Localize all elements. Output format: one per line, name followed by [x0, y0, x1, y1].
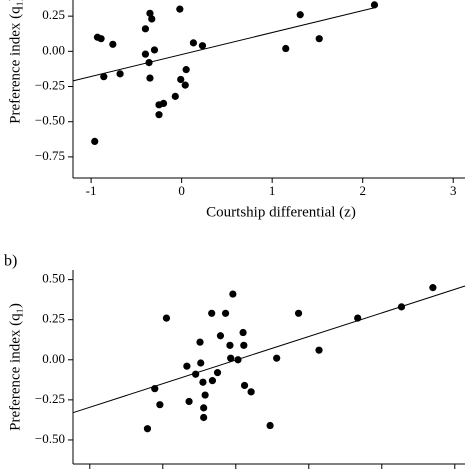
x-tick-label: -1 — [86, 183, 97, 198]
point — [151, 385, 159, 393]
point — [208, 309, 216, 317]
point — [145, 58, 153, 67]
point — [370, 1, 379, 9]
point — [282, 44, 290, 53]
y-axis-title: Preference index (q₁) — [7, 303, 23, 431]
point — [155, 111, 163, 119]
point — [197, 359, 205, 367]
x-tick-label: 0 — [178, 183, 185, 198]
point — [159, 99, 168, 108]
x-tick-label: 1 — [269, 183, 276, 198]
point — [146, 9, 154, 17]
x-axis-title: Courtship differential (z) — [206, 204, 356, 220]
point — [171, 92, 179, 100]
point — [294, 309, 303, 317]
point — [213, 369, 222, 377]
point — [100, 73, 108, 81]
y-tick-label: −0.50 — [35, 431, 65, 446]
point — [143, 425, 152, 433]
fit-line — [72, 285, 466, 414]
x-tick-label: 2 — [359, 183, 366, 198]
x-tick-label: 3 — [450, 183, 457, 198]
point — [229, 290, 237, 298]
point — [181, 81, 189, 89]
point — [239, 328, 247, 337]
point — [234, 356, 242, 364]
point — [148, 15, 156, 23]
point — [221, 309, 230, 317]
point — [182, 66, 190, 74]
point — [176, 5, 184, 13]
y-tick-label: −0.75 — [35, 148, 65, 163]
y-tick-label: 0.00 — [42, 351, 65, 366]
point — [196, 338, 204, 346]
y-tick-label: −0.25 — [35, 391, 65, 406]
panel-label: b) — [4, 253, 17, 270]
point — [156, 401, 164, 409]
point — [208, 377, 217, 385]
point — [150, 46, 159, 54]
point — [273, 354, 281, 362]
y-tick-label: 0.25 — [42, 311, 65, 326]
point — [216, 332, 225, 340]
point — [266, 421, 274, 430]
fit-line — [72, 7, 375, 82]
point — [200, 413, 208, 422]
point — [141, 50, 150, 58]
point — [315, 346, 323, 354]
point — [185, 397, 193, 406]
point — [109, 40, 117, 48]
y-tick-label: 0.00 — [42, 42, 65, 57]
y-axis-title: Preference index (q₁) — [7, 0, 23, 124]
point — [91, 137, 99, 146]
point — [177, 75, 185, 84]
point — [141, 25, 150, 33]
point — [97, 35, 105, 43]
y-tick-label: 0.25 — [42, 7, 65, 22]
point — [198, 42, 207, 50]
point — [201, 391, 209, 399]
point — [146, 74, 154, 82]
y-tick-label: −0.25 — [35, 78, 65, 93]
point — [397, 303, 406, 311]
point — [354, 314, 362, 322]
point — [162, 314, 171, 322]
point — [192, 370, 200, 378]
point — [227, 354, 235, 362]
point — [199, 378, 207, 386]
y-tick-label: −0.50 — [35, 113, 65, 128]
point — [200, 404, 208, 412]
point — [189, 39, 198, 47]
point — [240, 381, 249, 390]
point — [429, 284, 437, 292]
point — [226, 341, 234, 349]
point — [296, 11, 304, 19]
point — [315, 35, 323, 43]
point — [116, 70, 124, 78]
y-tick-label: 0.50 — [42, 271, 65, 286]
point — [183, 362, 191, 370]
point — [247, 388, 255, 396]
point — [240, 341, 248, 349]
